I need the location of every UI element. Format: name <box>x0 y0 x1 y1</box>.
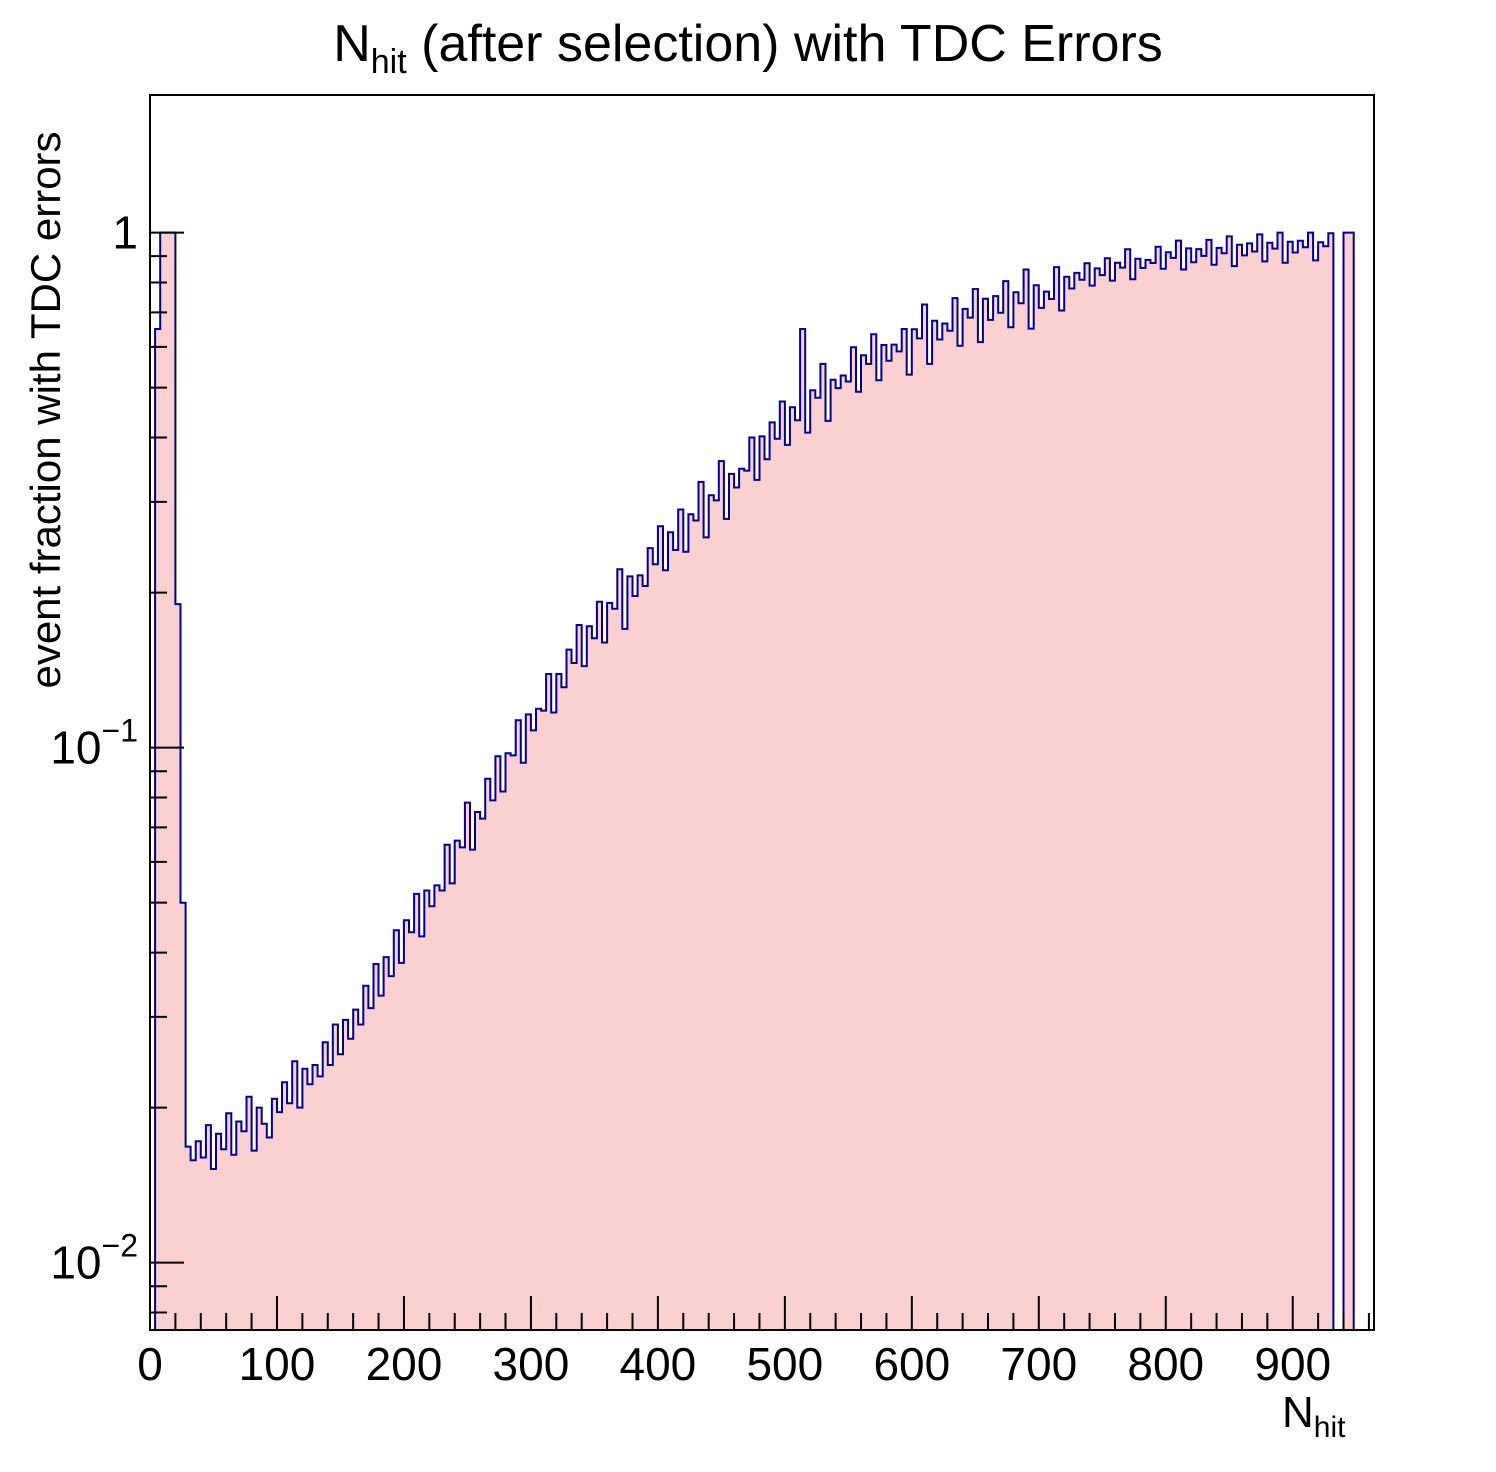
chart-title-prefix: N <box>333 15 371 73</box>
chart-title: Nhit (after selection) with TDC Errors <box>0 14 1496 82</box>
x-tick-label: 0 <box>137 1338 163 1390</box>
y-axis-title: event fraction with TDC errors <box>22 131 69 689</box>
x-tick-label: 500 <box>746 1338 823 1390</box>
x-tick-label: 200 <box>366 1338 443 1390</box>
x-axis-title-subscript: hit <box>1313 1411 1346 1444</box>
x-tick-label: 600 <box>873 1338 950 1390</box>
histogram-fill <box>155 232 1354 1330</box>
x-tick-label: 800 <box>1127 1338 1204 1390</box>
y-tick-label: 10−2 <box>50 1228 138 1289</box>
x-tick-label: 100 <box>239 1338 316 1390</box>
chart-title-subscript: hit <box>370 43 407 81</box>
x-axis-ticks <box>149 1296 1370 1330</box>
x-tick-label: 700 <box>1000 1338 1077 1390</box>
chart-title-suffix: (after selection) with TDC Errors <box>406 15 1163 73</box>
y-axis-ticks <box>150 231 184 1314</box>
y-tick-labels: 1 10−1 10−2 <box>50 207 138 1289</box>
y-tick-label: 1 <box>112 207 138 259</box>
x-axis-title-prefix: N <box>1282 1388 1314 1437</box>
x-tick-label: 300 <box>493 1338 570 1390</box>
x-tick-labels: 0 100 200 300 400 500 600 700 800 900 <box>137 1338 1331 1390</box>
x-tick-label: 400 <box>620 1338 697 1390</box>
x-axis-title: Nhit <box>1282 1388 1345 1445</box>
y-tick-label: 10−1 <box>50 713 138 774</box>
x-tick-label: 900 <box>1254 1338 1331 1390</box>
histogram-line <box>154 231 1355 1330</box>
plot-frame <box>149 94 1375 1331</box>
histogram-series <box>154 231 1355 1330</box>
